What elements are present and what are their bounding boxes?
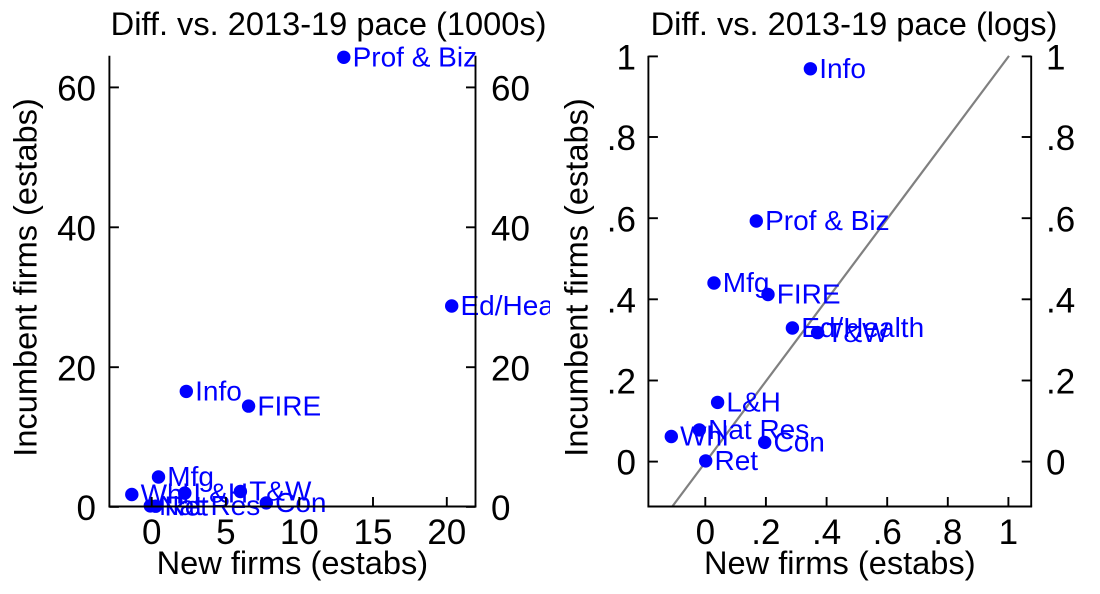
svg-text:0: 0 bbox=[77, 489, 96, 528]
svg-text:.8: .8 bbox=[933, 513, 962, 552]
svg-text:Whl: Whl bbox=[680, 421, 728, 452]
svg-text:.6: .6 bbox=[873, 513, 902, 552]
svg-text:.8: .8 bbox=[607, 119, 636, 158]
svg-text:40: 40 bbox=[57, 209, 96, 248]
svg-text:20: 20 bbox=[427, 513, 466, 552]
svg-text:0: 0 bbox=[696, 513, 715, 552]
svg-text:60: 60 bbox=[57, 70, 96, 109]
svg-text:Nat Res: Nat Res bbox=[708, 414, 809, 445]
svg-text:T&W: T&W bbox=[826, 317, 889, 348]
svg-text:20: 20 bbox=[491, 349, 530, 388]
svg-text:Info: Info bbox=[819, 53, 866, 84]
svg-text:Whl: Whl bbox=[141, 479, 189, 510]
svg-text:Ed/Health: Ed/Health bbox=[801, 312, 924, 343]
svg-text:Mfg: Mfg bbox=[167, 461, 214, 492]
svg-text:FIRE: FIRE bbox=[777, 279, 841, 310]
svg-text:Con: Con bbox=[275, 487, 326, 518]
svg-text:.4: .4 bbox=[1046, 281, 1075, 320]
svg-text:New firms (estabs): New firms (estabs) bbox=[704, 544, 976, 581]
svg-text:New firms (estabs): New firms (estabs) bbox=[157, 544, 429, 581]
svg-text:.4: .4 bbox=[812, 513, 841, 552]
svg-text:.2: .2 bbox=[751, 513, 780, 552]
svg-text:L&H: L&H bbox=[194, 477, 248, 508]
svg-text:.2: .2 bbox=[1046, 363, 1075, 402]
svg-text:1: 1 bbox=[1046, 39, 1065, 78]
svg-text:.6: .6 bbox=[1046, 200, 1075, 239]
svg-text:FIRE: FIRE bbox=[257, 390, 321, 421]
svg-text:60: 60 bbox=[491, 70, 530, 109]
svg-text:0: 0 bbox=[1046, 444, 1065, 483]
svg-text:T&W: T&W bbox=[249, 476, 312, 507]
svg-text:.4: .4 bbox=[607, 281, 636, 320]
svg-text:0: 0 bbox=[491, 489, 510, 528]
svg-text:Diff. vs. 2013-19 pace (1000s): Diff. vs. 2013-19 pace (1000s) bbox=[111, 5, 547, 42]
svg-text:Mfg: Mfg bbox=[723, 267, 770, 298]
svg-text:1: 1 bbox=[999, 513, 1018, 552]
svg-text:Info: Info bbox=[195, 376, 242, 407]
svg-text:Diff. vs. 2013-19 pace (logs): Diff. vs. 2013-19 pace (logs) bbox=[651, 5, 1058, 42]
svg-text:Incumbent firms (estabs): Incumbent firms (estabs) bbox=[7, 98, 44, 456]
svg-text:.6: .6 bbox=[607, 200, 636, 239]
svg-text:L&H: L&H bbox=[726, 387, 780, 418]
svg-text:Ret: Ret bbox=[715, 445, 759, 476]
svg-text:1: 1 bbox=[617, 39, 636, 78]
svg-text:.2: .2 bbox=[607, 363, 636, 402]
svg-text:40: 40 bbox=[491, 209, 530, 248]
svg-text:5: 5 bbox=[216, 513, 235, 552]
svg-text:0: 0 bbox=[617, 444, 636, 483]
svg-text:Prof & Biz: Prof & Biz bbox=[765, 205, 889, 236]
svg-text:20: 20 bbox=[57, 349, 96, 388]
svg-text:10: 10 bbox=[280, 513, 319, 552]
svg-text:Prof & Biz: Prof & Biz bbox=[353, 42, 477, 73]
svg-text:Incumbent firms (estabs): Incumbent firms (estabs) bbox=[558, 98, 595, 456]
svg-text:15: 15 bbox=[354, 513, 393, 552]
svg-text:0: 0 bbox=[142, 513, 161, 552]
svg-text:.8: .8 bbox=[1046, 119, 1075, 158]
svg-text:Con: Con bbox=[774, 427, 825, 458]
